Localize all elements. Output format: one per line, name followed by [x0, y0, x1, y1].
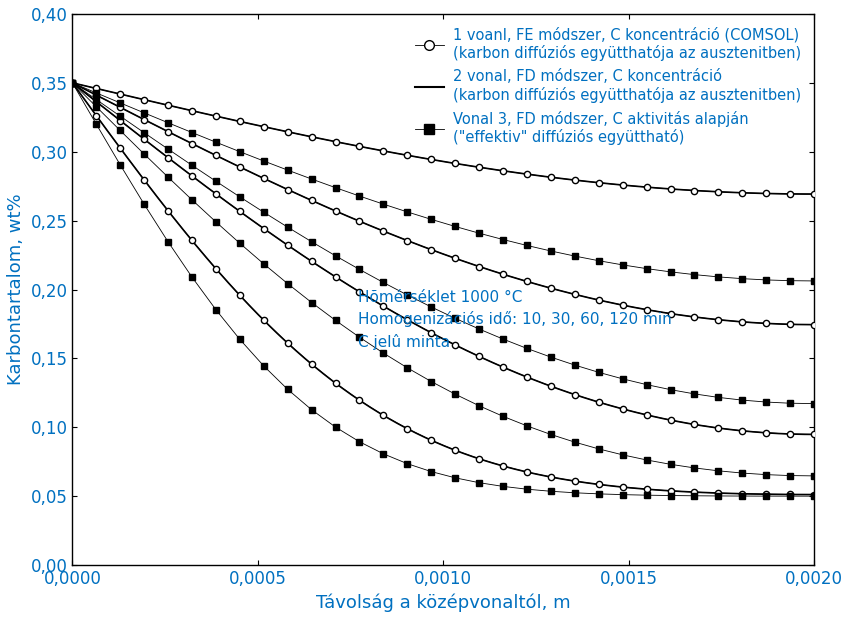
Y-axis label: Karbontartalom, wt%: Karbontartalom, wt%: [7, 194, 25, 386]
Text: Hõmérséklet 1000 °C
Homogenizációs idő: 10, 30, 60, 120 min
C jelû minta: Hõmérséklet 1000 °C Homogenizációs idő: …: [358, 290, 672, 350]
X-axis label: Távolság a középvonaltól, m: Távolság a középvonaltól, m: [316, 594, 570, 612]
Legend: 1 voanl, FE módszer, C koncentráció (COMSOL)
(karbon diffúziós együtthatója az a: 1 voanl, FE módszer, C koncentráció (COM…: [409, 21, 807, 151]
